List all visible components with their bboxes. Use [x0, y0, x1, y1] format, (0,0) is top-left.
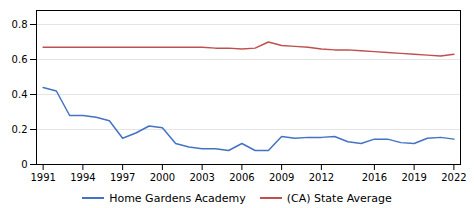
- svg-text:0.4: 0.4: [12, 89, 28, 100]
- svg-text:2009: 2009: [269, 172, 294, 183]
- svg-text:2003: 2003: [189, 172, 214, 183]
- svg-text:0: 0: [21, 159, 27, 170]
- svg-text:1997: 1997: [110, 172, 135, 183]
- html-text:Home Gardens Academy: Home Gardens Academy: [109, 191, 246, 205]
- svg-text:2006: 2006: [229, 172, 254, 183]
- svg-text:2019: 2019: [401, 172, 426, 183]
- svg-text:2000: 2000: [150, 172, 175, 183]
- svg-text:0.2: 0.2: [12, 124, 28, 135]
- svg-text:0.8: 0.8: [12, 19, 28, 30]
- svg-text:2016: 2016: [362, 172, 387, 183]
- html-text:(CA) State Average: (CA) State Average: [286, 191, 392, 205]
- svg-text:1991: 1991: [30, 172, 55, 183]
- svg-text:0.6: 0.6: [12, 54, 28, 65]
- svg-text:1994: 1994: [70, 172, 95, 183]
- svg-text:2022: 2022: [441, 172, 466, 183]
- svg-text:2012: 2012: [309, 172, 334, 183]
